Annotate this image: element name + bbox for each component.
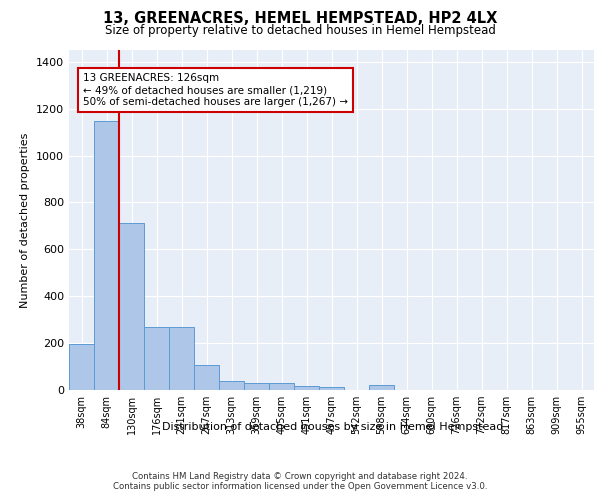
Bar [194,365,219,390]
Text: Distribution of detached houses by size in Hemel Hempstead: Distribution of detached houses by size … [163,422,503,432]
Bar [119,222,144,390]
Bar [369,386,394,390]
Y-axis label: Number of detached properties: Number of detached properties [20,132,31,308]
Bar [294,386,319,390]
Text: Size of property relative to detached houses in Hemel Hempstead: Size of property relative to detached ho… [104,24,496,37]
Text: Contains HM Land Registry data © Crown copyright and database right 2024.
Contai: Contains HM Land Registry data © Crown c… [113,472,487,491]
Bar [94,121,119,390]
Bar [219,382,244,390]
Bar [269,384,294,390]
Text: 13, GREENACRES, HEMEL HEMPSTEAD, HP2 4LX: 13, GREENACRES, HEMEL HEMPSTEAD, HP2 4LX [103,11,497,26]
Bar [244,382,269,390]
Text: 13 GREENACRES: 126sqm
← 49% of detached houses are smaller (1,219)
50% of semi-d: 13 GREENACRES: 126sqm ← 49% of detached … [83,74,348,106]
Bar [319,386,344,390]
Bar [144,326,169,390]
Bar [69,344,94,390]
Bar [169,326,194,390]
